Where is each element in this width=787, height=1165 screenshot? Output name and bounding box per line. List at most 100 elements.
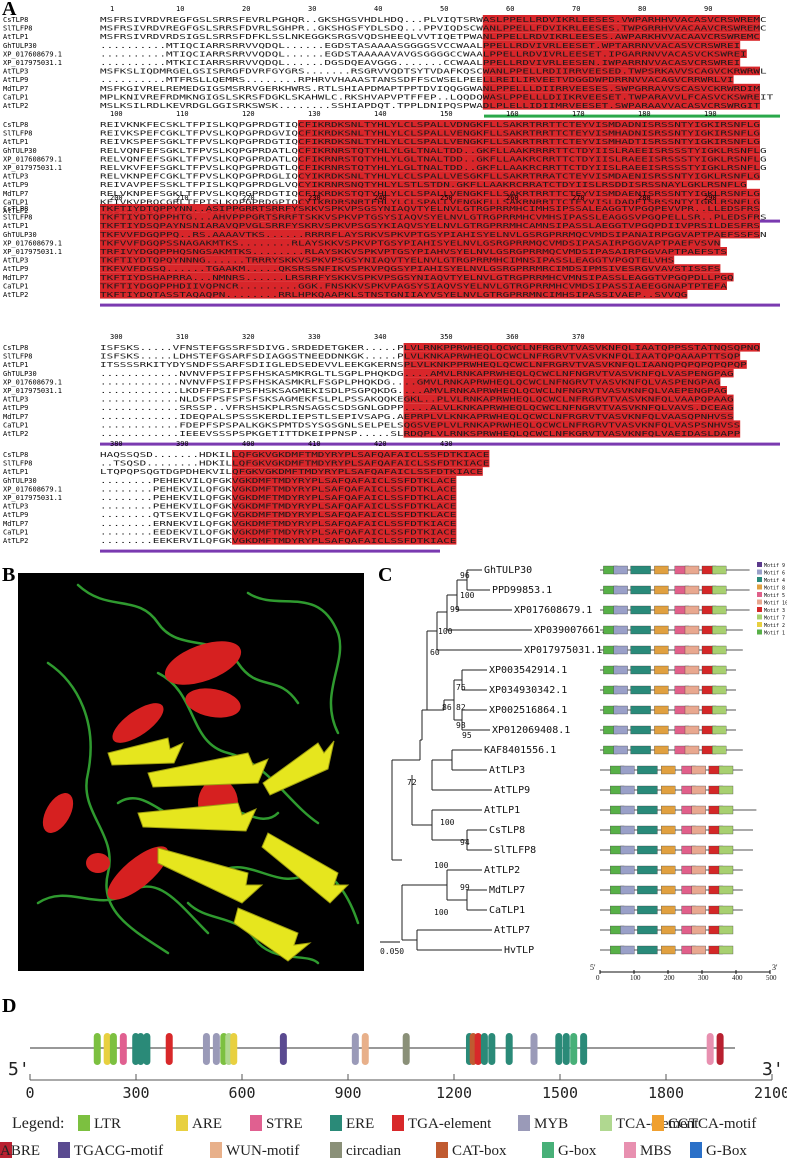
- bootstrap-value: 96: [460, 571, 470, 580]
- motif-block: [712, 705, 727, 715]
- conserved-highlight: [403, 351, 741, 361]
- ruler-number: 30: [308, 5, 316, 13]
- sequence-name: CsTLP8: [3, 16, 28, 24]
- motif-block: [613, 605, 628, 615]
- motif-block: [654, 685, 669, 695]
- motif-legend-label: Motif 1: [764, 631, 785, 637]
- motif-block: [620, 765, 635, 775]
- legend-label: MBS: [640, 1143, 672, 1159]
- sequence-name: CaTLP1: [3, 282, 28, 290]
- sequence-residues: REIVKSPEFCGKLTFPVSLKQPGPRDGVIQCFIKRDKSNL…: [100, 130, 760, 138]
- panel-label-c: C: [378, 564, 393, 586]
- motif-block: [661, 945, 676, 955]
- conserved-highlight: [298, 188, 760, 198]
- legend-label: G-Box: [706, 1143, 747, 1159]
- ruler-number: 190: [704, 110, 717, 118]
- motif-legend-swatch: [757, 607, 762, 612]
- sequence-residues: RELVKNPEFSGKLTFPVSLKQPGPRDGTIQCFIKRDKSTQ…: [100, 190, 760, 198]
- motif-block: [712, 605, 727, 615]
- ruler-number: 290: [704, 194, 717, 202]
- legend-label: ARE: [192, 1116, 222, 1132]
- motif-legend-swatch: [757, 577, 762, 582]
- motif-block: [661, 905, 676, 915]
- motif-block: [654, 725, 669, 735]
- ruler-number: 420: [374, 440, 387, 448]
- motif-block: [712, 565, 727, 575]
- cis-element: [402, 1033, 410, 1065]
- sequence-residues: ........EEKERVILQFGKVGKDMFTMDYRYPLSAFQAF…: [100, 537, 456, 545]
- conserved-highlight: [298, 120, 760, 129]
- motif-block: [684, 665, 700, 675]
- sequence-residues: ..........MTKICIARRSRRVVQDQL......DGSDQE…: [100, 59, 740, 67]
- legend-swatch: [392, 1115, 404, 1131]
- motif-block: [630, 685, 651, 695]
- axis-tick-label: 1500: [542, 1084, 578, 1102]
- motif-block: [637, 765, 658, 775]
- motif-block: [613, 705, 628, 715]
- sequence-name: GhTULP30: [3, 147, 37, 155]
- sequence-residues: MSFKSLIQDMRGELGSISRRGFDVRFGYGRS.......RS…: [100, 68, 767, 76]
- conserved-highlight: [232, 501, 457, 511]
- motif-axis: 0 100 200 300 400 500 5' 3': [590, 963, 778, 980]
- conserved-highlight: [100, 221, 760, 230]
- motif-block: [630, 665, 651, 675]
- cis-element: [530, 1033, 538, 1065]
- motif-block: [620, 945, 635, 955]
- motif-block: [661, 805, 676, 815]
- legend-swatch: [600, 1115, 612, 1131]
- motif-block: [712, 645, 727, 655]
- motif-block: [684, 605, 700, 615]
- sequence-name: AtTLP1: [3, 361, 28, 369]
- legend-swatch: [690, 1142, 702, 1158]
- sequence-residues: MPLKNIVREFRDMKNGIGSLSKRSFDGKLSKAHWLC.RKS…: [100, 93, 774, 101]
- ruler-number: 350: [440, 333, 453, 341]
- sequence-residues: ............FDEPFSPSPALKGKSPMTDSYSGSGNLS…: [100, 421, 740, 429]
- sequence-name: GhTULP30: [3, 231, 37, 239]
- sequence-name: XP_017975031.1: [3, 387, 62, 395]
- motif-block: [620, 845, 635, 855]
- motif-legend-label: Motif 10: [764, 601, 787, 607]
- conserved-highlight: [232, 484, 457, 493]
- conserved-highlight: [403, 394, 734, 404]
- cis-element: [230, 1033, 238, 1065]
- legend-swatch: [436, 1142, 448, 1158]
- protein-structure-render: [18, 573, 364, 971]
- ruler-number: 40: [374, 5, 382, 13]
- motif-block: [712, 585, 727, 595]
- sequence-name: AtTLP9: [3, 181, 28, 189]
- bootstrap-value: 99: [450, 605, 460, 614]
- taxon-label: XP017608679.1: [514, 605, 592, 616]
- ruler-number: 90: [704, 5, 712, 13]
- ruler-number: 180: [638, 110, 651, 118]
- legend-label: circadian: [346, 1143, 401, 1159]
- legend-label: CGTCA-motif: [668, 1116, 756, 1132]
- sequence-residues: REIVKNKFECSKLTFPISLKQPGPRDGTIQCFIKRDKSNL…: [100, 121, 760, 129]
- sequence-residues: ........PEHEKVILQFGKVGKDMFTMDYRYPLSAFQAF…: [100, 485, 456, 493]
- bootstrap-value: 76: [456, 683, 466, 692]
- legend-label: MYB: [534, 1116, 568, 1132]
- sequence-name: AtTLP1: [3, 222, 28, 230]
- protein-structure-illustration: [36, 583, 360, 965]
- axis-tick-label: 0: [25, 1084, 34, 1102]
- conserved-highlight: [403, 411, 734, 421]
- conserved-highlight: [482, 40, 741, 50]
- motif-block: [718, 845, 734, 855]
- taxon-label: XP003542914.1: [489, 665, 567, 676]
- taxon-label: AtTLP1: [484, 805, 520, 816]
- phylogenetic-tree: [391, 569, 532, 951]
- conserved-highlight: [100, 272, 734, 282]
- sequence-name: XP_017975031.1: [3, 248, 62, 256]
- alignment-block: 380 390 400 410 420 430 CsTLP8 HAQSSQSD.......H…: [3, 440, 490, 553]
- bootstrap-value: 98: [456, 721, 466, 730]
- sequence-name: SlTLFP8: [3, 25, 33, 33]
- sequence-name: AtTLP2: [3, 537, 28, 545]
- sequence-residues: ............IDEQPALSPSSSKERDLIEPSTLSEPIV…: [100, 413, 734, 421]
- ruler-number: 50: [440, 5, 448, 13]
- motif-block: [620, 865, 635, 875]
- ruler-number: 60: [506, 5, 514, 13]
- motif-block: [613, 685, 628, 695]
- legend-label: WUN-motif: [226, 1143, 299, 1159]
- axis-tick-label: 300: [122, 1084, 149, 1102]
- sequence-residues: ..........MTIQCIARRSRRVVQDQL......EGDSTA…: [100, 50, 747, 58]
- sequence-name: CaTLP1: [3, 421, 28, 429]
